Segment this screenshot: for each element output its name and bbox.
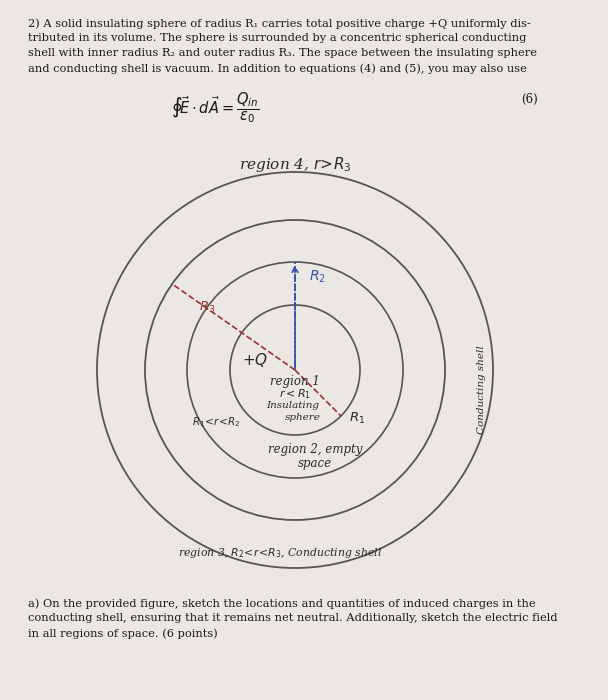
Text: $\oint \!\vec{E}\cdot d\vec{A} = \dfrac{Q_{in}}{\varepsilon_0}$: $\oint \!\vec{E}\cdot d\vec{A} = \dfrac{… [171, 90, 259, 125]
Text: region 3, $R_2\!<\!r\!<\!R_3$, Conducting shell: region 3, $R_2\!<\!r\!<\!R_3$, Conductin… [178, 546, 382, 560]
Text: $R_2$: $R_2$ [309, 269, 326, 285]
Text: sphere: sphere [285, 412, 321, 421]
Text: $+Q$: $+Q$ [242, 351, 268, 369]
Text: region 1: region 1 [270, 375, 320, 389]
Text: space: space [298, 456, 332, 470]
Text: shell with inner radius R₂ and outer radius R₃. The space between the insulating: shell with inner radius R₂ and outer rad… [28, 48, 537, 58]
Text: Insulating: Insulating [266, 402, 319, 410]
Text: Conducting shell: Conducting shell [477, 346, 486, 435]
Text: $R_1\!<\!r\!<\!R_2$: $R_1\!<\!r\!<\!R_2$ [192, 415, 240, 429]
Text: (6): (6) [522, 93, 538, 106]
Text: conducting shell, ensuring that it remains net neutral. Additionally, sketch the: conducting shell, ensuring that it remai… [28, 613, 558, 623]
Text: a) On the provided figure, sketch the locations and quantities of induced charge: a) On the provided figure, sketch the lo… [28, 598, 536, 608]
Text: $r < R_1$: $r < R_1$ [279, 387, 311, 401]
Text: and conducting shell is vacuum. In addition to equations (4) and (5), you may al: and conducting shell is vacuum. In addit… [28, 63, 527, 74]
Text: region 4, $r\!>\!R_3$: region 4, $r\!>\!R_3$ [239, 155, 351, 174]
Text: 2) A solid insulating sphere of radius R₁ carries total positive charge +Q unifo: 2) A solid insulating sphere of radius R… [28, 18, 531, 29]
Text: region 2, empty: region 2, empty [268, 444, 362, 456]
Text: $R_3$: $R_3$ [199, 300, 216, 314]
Text: $R_1$: $R_1$ [349, 410, 365, 426]
Text: in all regions of space. (6 points): in all regions of space. (6 points) [28, 628, 218, 638]
Text: tributed in its volume. The sphere is surrounded by a concentric spherical condu: tributed in its volume. The sphere is su… [28, 33, 527, 43]
